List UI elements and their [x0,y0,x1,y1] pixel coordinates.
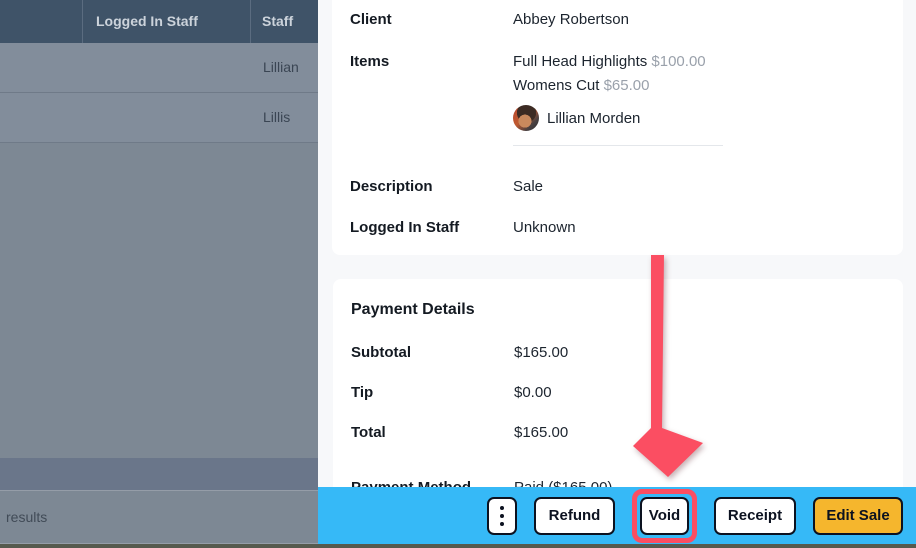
logged-in-staff-value: Unknown [513,219,576,236]
item-price: $100.00 [651,53,706,70]
logged-in-staff-row: Logged In Staff Unknown [332,218,903,238]
logged-in-staff-label: Logged In Staff [350,219,460,236]
payment-details-title: Payment Details [351,301,475,318]
sale-summary-card: Client Abbey Robertson Items Full Head H… [332,0,903,255]
staff-member-name: Lillian Morden [547,109,641,127]
staff-member-row: Lillian Morden [513,104,640,132]
action-bar: Refund Void Receipt Edit Sale [318,487,916,544]
item-name: Full Head Highlights [513,53,648,70]
table-selected-band [0,458,318,490]
description-label: Description [350,178,433,195]
total-value: $165.00 [514,424,569,441]
client-row: Client Abbey Robertson [332,10,903,30]
kebab-icon [500,505,504,510]
description-row: Description Sale [332,177,903,197]
staff-cell: Lillis [263,109,291,125]
client-name: Abbey Robertson [513,11,629,28]
payment-details-card: Payment Details Subtotal $165.00 Tip $0.… [333,279,903,496]
item-line: Full Head Highlights $100.00 [513,52,706,72]
item-name: Womens Cut [513,77,600,94]
items-row: Womens Cut $65.00 [332,76,903,96]
column-divider [250,0,251,43]
void-button[interactable]: Void [640,496,689,535]
description-value: Sale [513,178,544,195]
more-actions-button[interactable] [487,496,517,535]
column-header-logged-in-staff[interactable]: Logged In Staff [96,13,198,29]
item-price: $65.00 [603,77,650,94]
total-label: Total [351,424,386,441]
item-line: Womens Cut $65.00 [513,76,649,96]
client-label: Client [350,11,392,28]
subtotal-label: Subtotal [351,344,411,361]
items-label: Items [350,53,390,70]
table-header-row: Logged In Staff Staff [0,0,318,43]
sales-table: Logged In Staff Staff Lillian Lillis res… [0,0,318,548]
table-footer: results [0,490,318,544]
table-row[interactable]: Lillian [0,43,318,93]
receipt-button[interactable]: Receipt [714,496,796,535]
subtotal-value: $165.00 [514,344,569,361]
void-highlight-annotation: Void [632,488,697,543]
staff-avatar [513,105,539,131]
sale-detail-panel: Client Abbey Robertson Items Full Head H… [318,0,916,548]
window-bottom-edge [0,544,916,548]
tip-row: Tip $0.00 [333,383,903,403]
column-divider [82,0,83,43]
divider [513,145,723,146]
staff-cell: Lillian [263,59,299,75]
total-row: Total $165.00 [333,423,903,443]
table-row[interactable]: Lillis [0,93,318,143]
subtotal-row: Subtotal $165.00 [333,343,903,363]
tip-value: $0.00 [514,384,552,401]
items-row: Items Full Head Highlights $100.00 [332,52,903,72]
refund-button[interactable]: Refund [534,496,615,535]
tip-label: Tip [351,384,374,401]
column-header-staff[interactable]: Staff [262,13,294,29]
edit-sale-button[interactable]: Edit Sale [813,496,903,535]
results-count-label: results [6,509,48,525]
